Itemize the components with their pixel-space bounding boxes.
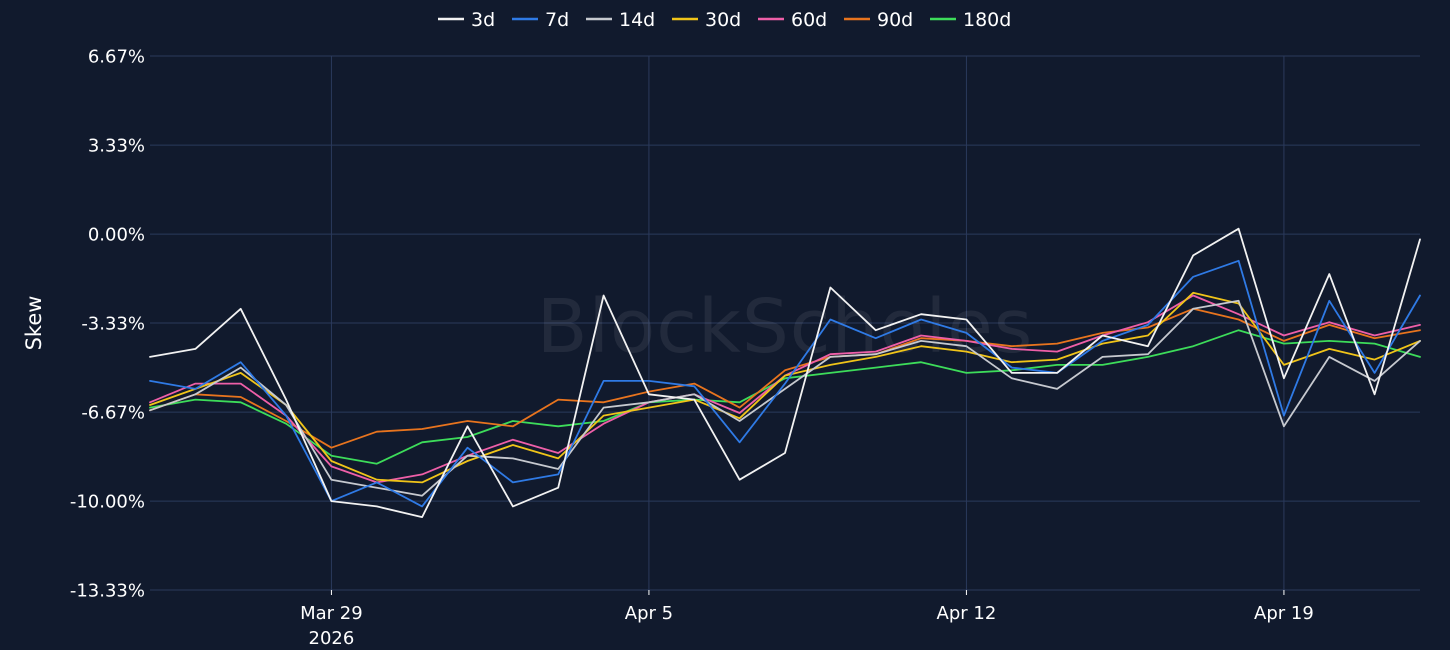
legend-item-3d[interactable]: 3d — [438, 9, 495, 31]
y-tick-label: 3.33% — [88, 136, 145, 157]
y-tick-label: -13.33% — [70, 581, 145, 602]
legend-label: 3d — [471, 9, 495, 31]
grid — [150, 55, 1420, 591]
series-line-7d — [149, 259, 1421, 508]
legend-label: 30d — [705, 9, 741, 31]
y-tick-label: 6.67% — [88, 47, 145, 68]
series-line-3d — [149, 227, 1421, 518]
y-tick-label: 0.00% — [88, 225, 145, 246]
x-tick-label: Apr 12 — [937, 603, 997, 624]
y-axis-ticks: 6.67% 3.33% 0.00% -3.33% -6.67% -10.00% -13.33… — [70, 47, 145, 602]
legend-item-180d[interactable]: 180d — [930, 9, 1011, 31]
x-tick-label: Mar 29 — [300, 603, 363, 624]
legend-item-60d[interactable]: 60d — [758, 9, 827, 31]
series-line-90d — [149, 307, 1421, 449]
y-tick-label: -10.00% — [70, 492, 145, 513]
x-axis-ticks: Mar 29 2026 Apr 5 Apr 12 Apr 19 — [300, 590, 1314, 649]
y-tick-label: -6.67% — [81, 403, 145, 424]
series-line-30d — [149, 291, 1421, 484]
legend: 3d 7d 14d 30d 60d 90d 180d — [438, 9, 1011, 31]
watermark-logo: BlockScholes — [537, 284, 1034, 370]
legend-label: 14d — [619, 9, 655, 31]
legend-item-14d[interactable]: 14d — [586, 9, 655, 31]
series-lines — [149, 227, 1421, 518]
legend-label: 60d — [791, 9, 827, 31]
y-axis-title: Skew — [22, 296, 46, 351]
x-tick-year-label: 2026 — [309, 628, 355, 649]
x-tick-label: Apr 19 — [1254, 603, 1314, 624]
y-tick-label: -3.33% — [81, 314, 145, 335]
legend-item-7d[interactable]: 7d — [512, 9, 569, 31]
x-tick-label: Apr 5 — [625, 603, 673, 624]
series-line-14d — [149, 299, 1421, 497]
legend-item-90d[interactable]: 90d — [844, 9, 913, 31]
legend-label: 180d — [963, 9, 1011, 31]
legend-item-30d[interactable]: 30d — [672, 9, 741, 31]
legend-label: 7d — [545, 9, 569, 31]
series-line-180d — [149, 329, 1421, 465]
legend-label: 90d — [877, 9, 913, 31]
